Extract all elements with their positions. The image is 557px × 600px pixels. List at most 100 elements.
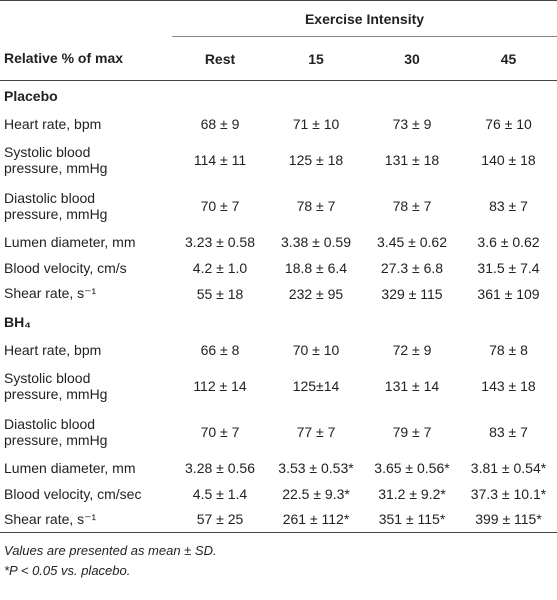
row-label: Diastolic blood pressure, mmHg [0,409,172,455]
data-row: Lumen diameter, mm 3.28 ± 0.56 3.53 ± 0.53… [0,455,557,481]
data-row: Blood velocity, cm/sec 4.5 ± 1.4 22.5 ± 9.… [0,481,557,507]
data-cell: 27.3 ± 6.8 [380,259,444,276]
data-cell: 18.8 ± 6.4 [284,259,348,276]
column-header: Relative % of max [4,50,124,67]
data-cell: 131 ± 14 [384,377,440,394]
row-label: Systolic blood pressure, mmHg [0,363,172,409]
data-cell: 70 ± 10 [292,341,340,358]
row-label-line: pressure, mmHg [4,385,108,402]
data-cell: 68 ± 9 [200,115,240,132]
row-label: Shear rate, s⁻¹ [0,281,172,307]
data-cell: 71 ± 10 [292,115,340,132]
data-cell: 77 ± 7 [296,423,336,440]
data-row: Shear rate, s⁻¹ 55 ± 18 232 ± 95 329 ± 115 3… [0,281,557,307]
data-cell: 399 ± 115* [475,511,542,528]
data-cell: 57 ± 25 [196,511,244,528]
column-header: 30 [404,50,420,67]
data-cell: 78 ± 7 [296,197,336,214]
data-cell: 4.2 ± 1.0 [192,259,248,276]
data-cell: 125±14 [292,377,340,394]
data-cell: 78 ± 8 [489,341,528,358]
header-cell [0,1,172,37]
data-row: Shear rate, s⁻¹ 57 ± 25 261 ± 112* 351 ± 11… [0,507,557,533]
row-label: Systolic blood pressure, mmHg [0,137,172,183]
data-cell: 3.23 ± 0.58 [185,233,255,250]
column-header: 45 [500,50,517,67]
data-cell: 55 ± 18 [196,285,244,302]
row-label-line: Shear rate, s⁻¹ [4,285,97,301]
row-label-line: Systolic blood [4,143,91,160]
footnotes: Values are presented as mean ± SD. *P < 0… [0,541,557,581]
row-label: Lumen diameter, mm [0,229,172,255]
data-row: Diastolic blood pressure, mmHg 70 ± 7 78 ± … [0,183,557,229]
data-cell: 261 ± 112* [282,511,350,528]
data-cell: 79 ± 7 [392,423,432,440]
row-label-line: pressure, mmHg [4,159,108,176]
row-label-line: pressure, mmHg [4,431,108,448]
data-cell: 3.81 ± 0.54* [470,459,547,476]
column-header: Rest [204,50,236,67]
section-row: BH₄ [0,307,557,337]
data-cell: 125 ± 18 [288,151,344,168]
row-label-line: Diastolic blood [4,415,96,432]
section-title: BH₄ [4,313,31,330]
data-cell: 31.2 ± 9.2* [378,485,446,502]
data-row: Heart rate, bpm 68 ± 9 71 ± 10 73 ± 9 76 ± 1… [0,111,557,137]
data-cell: 31.5 ± 7.4 [477,259,540,276]
data-cell: 3.28 ± 0.56 [185,459,255,476]
data-cell: 232 ± 95 [288,285,344,302]
data-cell: 131 ± 18 [384,151,440,168]
data-cell: 3.65 ± 0.56* [374,459,450,476]
row-label: Lumen diameter, mm [0,455,172,481]
row-label-line: Diastolic blood [4,189,96,206]
section-row: Placebo [0,81,557,111]
row-label-line: Lumen diameter, mm [4,233,136,250]
footnote: *P < 0.05 vs. placebo. [4,563,131,578]
row-label-line: Systolic blood [4,369,91,386]
row-label-line: pressure, mmHg [4,205,108,222]
section-title: Placebo [4,87,58,104]
header-row: Relative % of max Rest 15 30 45 [0,37,557,81]
data-cell: 361 ± 109 [477,285,540,302]
row-label-line: Blood velocity, cm/sec [4,485,142,502]
row-label: Heart rate, bpm [0,337,172,363]
data-cell: 114 ± 11 [193,151,247,168]
group-header: Exercise Intensity [172,0,557,37]
data-cell: 112 ± 14 [193,377,247,394]
data-cell: 22.5 ± 9.3* [282,485,350,502]
data-row: Systolic blood pressure, mmHg 114 ± 11 125 … [0,137,557,183]
row-label-line: Blood velocity, cm/s [4,259,127,276]
data-cell: 76 ± 10 [485,115,532,132]
data-cell: 73 ± 9 [392,115,432,132]
data-cell: 83 ± 7 [489,197,528,214]
data-cell: 70 ± 7 [200,197,240,214]
data-cell: 3.45 ± 0.62 [377,233,447,250]
column-header: 15 [308,50,324,67]
row-label-line: Lumen diameter, mm [4,459,136,476]
data-row: Lumen diameter, mm 3.23 ± 0.58 3.38 ± 0.59… [0,229,557,255]
data-cell: 329 ± 115 [381,285,443,302]
row-label: Diastolic blood pressure, mmHg [0,183,172,229]
table-container: Exercise Intensity Relative % of max Rest 1… [0,0,557,581]
data-cell: 143 ± 18 [481,377,536,394]
row-label: Heart rate, bpm [0,111,172,137]
row-label: Blood velocity, cm/sec [0,481,172,507]
footnote: Values are presented as mean ± SD. [4,543,217,558]
data-cell: 140 ± 18 [481,151,536,168]
data-table: Exercise Intensity Relative % of max Rest 1… [0,0,557,533]
data-row: Diastolic blood pressure, mmHg 70 ± 7 77 ± … [0,409,557,455]
row-label-line: Heart rate, bpm [4,341,102,358]
data-row: Heart rate, bpm 66 ± 8 70 ± 10 72 ± 9 78 ± 8 [0,337,557,363]
data-cell: 3.38 ± 0.59 [281,233,351,250]
data-cell: 351 ± 115* [378,511,446,528]
row-label: Shear rate, s⁻¹ [0,507,172,533]
data-cell: 83 ± 7 [489,423,528,440]
data-row: Systolic blood pressure, mmHg 112 ± 14 125±… [0,363,557,409]
data-cell: 4.5 ± 1.4 [192,485,248,502]
data-row: Blood velocity, cm/s 4.2 ± 1.0 18.8 ± 6.4 2… [0,255,557,281]
data-cell: 72 ± 9 [392,341,432,358]
data-cell: 37.3 ± 10.1* [470,485,547,502]
data-cell: 66 ± 8 [200,341,240,358]
data-cell: 70 ± 7 [200,423,240,440]
